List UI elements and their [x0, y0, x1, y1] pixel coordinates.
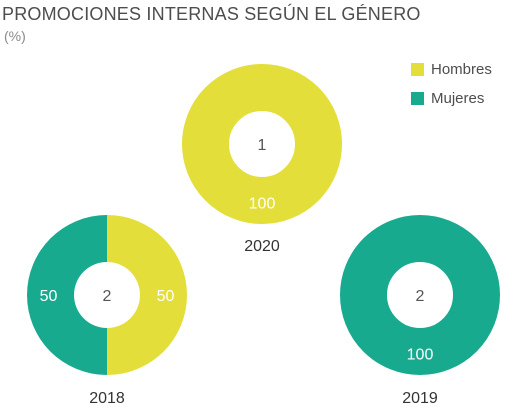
center-value-2019: 2: [416, 288, 425, 305]
legend-item-hombres: Hombres: [411, 60, 492, 78]
center-value-2020: 1: [258, 137, 267, 154]
slice-label-2020-hombres: 100: [249, 196, 276, 213]
chart-subtitle: (%): [4, 28, 26, 44]
legend-swatch-mujeres: [411, 91, 424, 105]
year-label-2018: 2018: [89, 390, 125, 407]
legend: Hombres Mujeres: [411, 60, 492, 118]
slice-label-2019-mujeres: 100: [407, 347, 434, 364]
donut-2018: 50 50 2 2018: [27, 215, 187, 407]
slice-2018-mujeres: [27, 215, 107, 375]
slice-2020-hombres: [182, 64, 342, 224]
slice-2018-hombres: [107, 215, 187, 375]
donut-2019: 100 2 2019: [340, 215, 500, 407]
year-label-2020: 2020: [244, 238, 280, 255]
legend-item-mujeres: Mujeres: [411, 89, 492, 107]
slice-label-2018-hombres: 50: [157, 288, 175, 305]
chart-title: PROMOCIONES INTERNAS SEGÚN EL GÉNERO: [2, 4, 421, 24]
legend-swatch-hombres: [411, 62, 424, 76]
year-label-2019: 2019: [402, 390, 438, 407]
slice-2019-mujeres: [340, 215, 500, 375]
legend-label-hombres: Hombres: [431, 60, 492, 78]
legend-label-mujeres: Mujeres: [431, 89, 485, 107]
slice-label-2018-mujeres: 50: [40, 288, 58, 305]
donut-2020: 100 1 2020: [182, 64, 342, 255]
center-value-2018: 2: [103, 288, 112, 305]
